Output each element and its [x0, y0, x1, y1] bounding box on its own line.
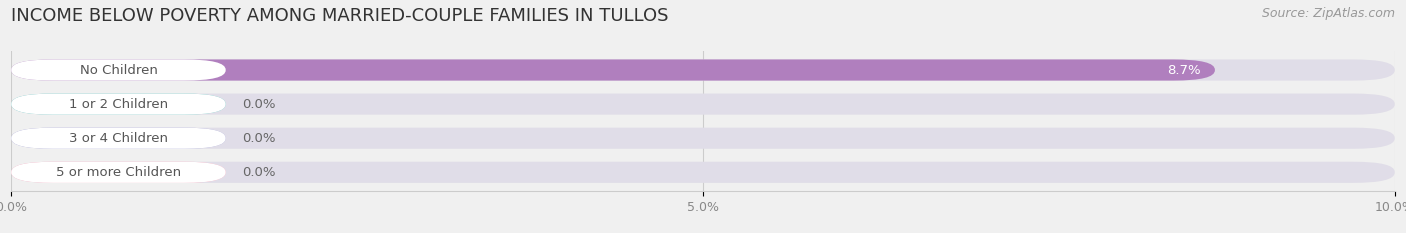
FancyBboxPatch shape: [11, 93, 226, 115]
Text: 0.0%: 0.0%: [242, 98, 276, 111]
Text: 5 or more Children: 5 or more Children: [56, 166, 181, 179]
FancyBboxPatch shape: [11, 59, 1395, 81]
FancyBboxPatch shape: [11, 93, 226, 115]
FancyBboxPatch shape: [11, 162, 226, 183]
Text: 0.0%: 0.0%: [242, 132, 276, 145]
FancyBboxPatch shape: [11, 93, 1395, 115]
FancyBboxPatch shape: [11, 59, 226, 81]
Text: 0.0%: 0.0%: [242, 166, 276, 179]
Text: No Children: No Children: [80, 64, 157, 76]
Text: 3 or 4 Children: 3 or 4 Children: [69, 132, 167, 145]
FancyBboxPatch shape: [11, 59, 1215, 81]
FancyBboxPatch shape: [11, 128, 226, 149]
Text: 1 or 2 Children: 1 or 2 Children: [69, 98, 169, 111]
FancyBboxPatch shape: [11, 162, 226, 183]
FancyBboxPatch shape: [11, 128, 226, 149]
Text: INCOME BELOW POVERTY AMONG MARRIED-COUPLE FAMILIES IN TULLOS: INCOME BELOW POVERTY AMONG MARRIED-COUPL…: [11, 7, 669, 25]
FancyBboxPatch shape: [11, 162, 1395, 183]
FancyBboxPatch shape: [11, 128, 1395, 149]
Text: Source: ZipAtlas.com: Source: ZipAtlas.com: [1261, 7, 1395, 20]
Text: 8.7%: 8.7%: [1167, 64, 1201, 76]
